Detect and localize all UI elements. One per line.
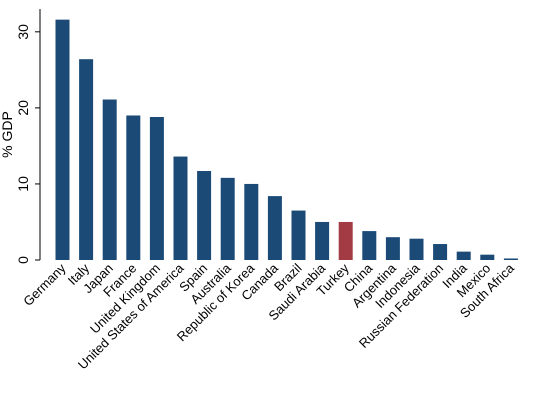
bar-italy [79,59,94,261]
y-tick-label: 0 [15,256,31,264]
bar-united-kingdom [149,117,164,260]
plot-area [55,19,518,261]
bar-japan [102,99,117,261]
bar-australia [220,177,235,260]
bar-france [126,115,141,260]
bar-canada [267,196,282,260]
bar-germany [55,19,70,261]
bar-russian-federation [433,244,448,260]
bar-united-states-of-america [173,156,188,260]
y-tick-label: 30 [15,24,31,40]
bar-republic-of-korea [244,183,259,260]
bar-brazil [291,210,306,260]
bar-mexico [480,254,495,260]
bar-india [456,251,471,260]
y-axis-label: % GDP [0,111,15,158]
bar-turkey [338,221,353,260]
x-category-label: Germany [20,260,69,309]
y-tick-label: 20 [15,100,31,116]
bar-indonesia [409,238,424,260]
bar-argentina [385,237,400,260]
bar-south-africa [503,258,518,260]
bar-china [362,231,377,260]
y-axis-ticks: 0 10 20 30 [15,24,40,264]
bar-spain [197,171,212,260]
bar-saudi-arabia [315,221,330,260]
y-tick-label: 10 [15,176,31,192]
